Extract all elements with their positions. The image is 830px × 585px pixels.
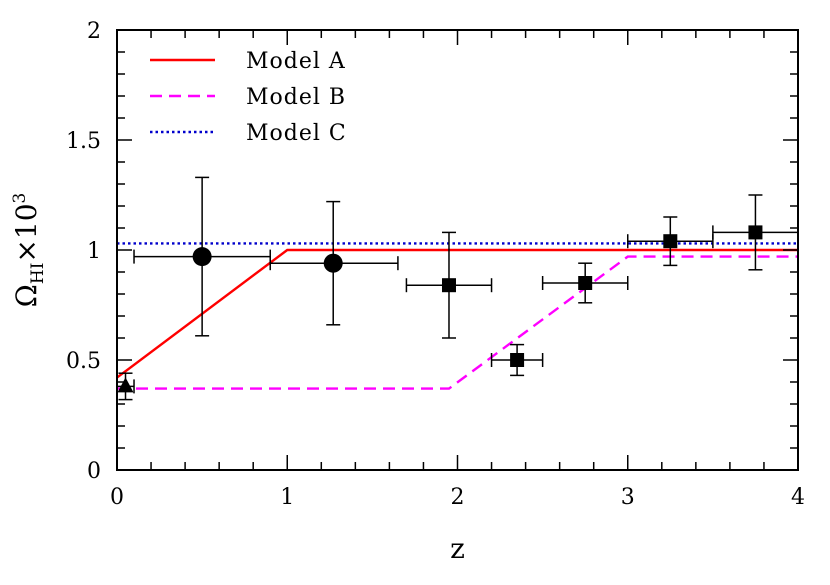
y-tick-label: 1.5: [66, 129, 101, 154]
triangle-marker: [117, 377, 134, 393]
tick-labels: 0 1 2 3 4 0 0.5 1 1.5 2: [66, 19, 805, 510]
y-tick-label: 2: [87, 19, 101, 44]
data-point-square: [490, 343, 544, 377]
y-axis-label-times: ×: [10, 239, 43, 262]
data-point-square: [405, 231, 493, 339]
data-point-square: [541, 262, 629, 304]
y-axis-label-symbol: Ω: [10, 284, 43, 307]
square-marker: [663, 234, 678, 249]
circle-marker: [323, 253, 343, 273]
y-axis-label: ΩHI×103: [10, 193, 48, 308]
legend-label-2: Model B: [246, 85, 346, 110]
x-tick-label: 4: [791, 485, 805, 510]
model-curve-2: [117, 255, 798, 390]
legend: Model A Model B Model C: [150, 49, 347, 146]
y-tick-label: 0.5: [66, 349, 101, 374]
circle-marker: [192, 247, 212, 267]
square-marker: [578, 276, 593, 290]
y-axis-label-base: 10: [10, 203, 43, 239]
x-tick-label: 2: [451, 485, 465, 510]
y-tick-label: 0: [87, 459, 101, 484]
x-tick-label: 3: [621, 485, 635, 510]
y-tick-label: 1: [87, 239, 101, 264]
axis-ticks: [116, 29, 799, 471]
model-curve-1: [116, 248, 798, 379]
legend-label-1: Model A: [246, 49, 346, 74]
y-axis-label-subscript: HI: [28, 263, 48, 285]
x-axis-label: z: [450, 532, 465, 565]
x-tick-label: 0: [110, 485, 124, 510]
y-axis-label-exponent: 3: [10, 193, 30, 204]
data-point-circle: [269, 200, 399, 326]
data-point-circle: [133, 176, 271, 337]
plot-area: [116, 176, 799, 401]
data-point-square: [712, 194, 799, 271]
square-marker: [510, 353, 525, 367]
legend-label-3: Model C: [246, 121, 347, 146]
data-point-square: [627, 216, 714, 267]
x-tick-label: 1: [280, 485, 294, 510]
square-marker: [748, 225, 763, 240]
square-marker: [441, 278, 456, 293]
